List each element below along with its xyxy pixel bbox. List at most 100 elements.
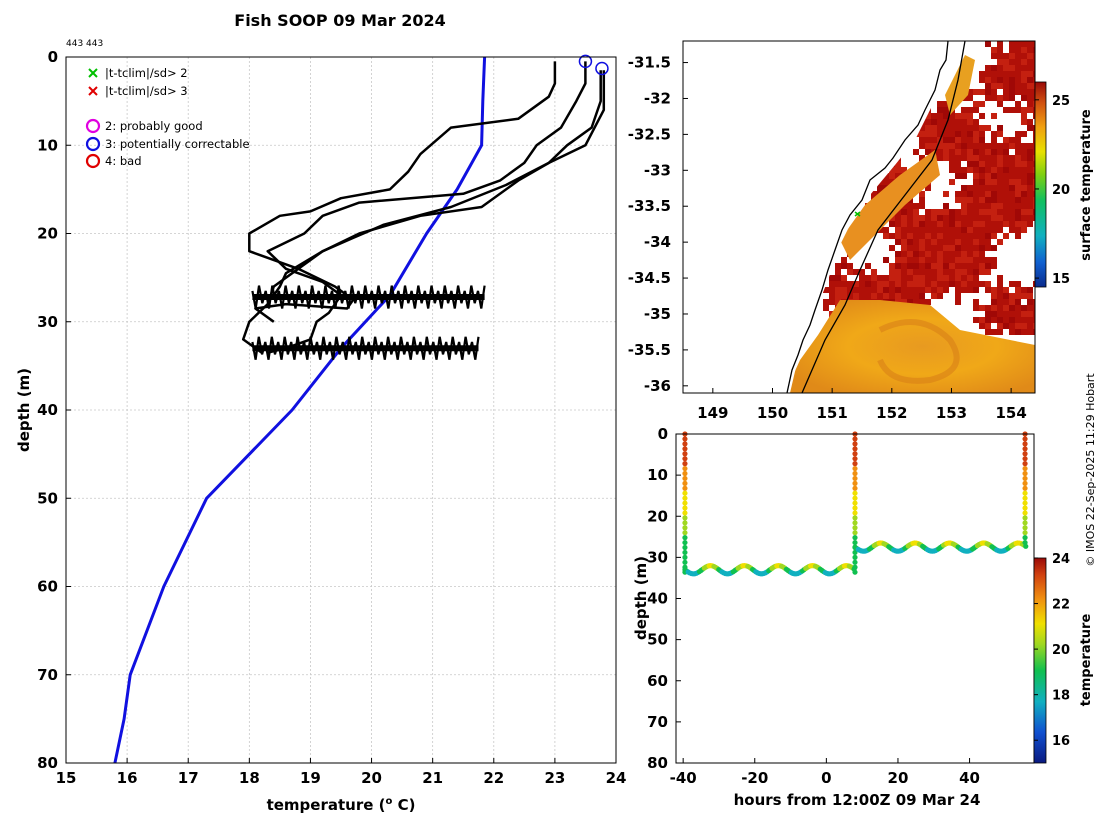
sst-cell — [997, 53, 1003, 59]
sst-cell — [1015, 311, 1021, 317]
sst-cell — [901, 257, 907, 263]
sst-cell — [997, 47, 1003, 53]
sst-cell — [997, 185, 1003, 191]
sst-cell — [1015, 41, 1021, 47]
profile-dot — [852, 456, 858, 462]
sst-cell — [907, 275, 913, 281]
sst-cell — [991, 299, 997, 305]
sst-cell — [949, 113, 955, 119]
sst-cell — [973, 203, 979, 209]
sst-cell — [961, 185, 967, 191]
sst-cell — [985, 221, 991, 227]
sst-cell — [847, 263, 853, 269]
sst-cell — [913, 149, 919, 155]
sst-cell — [1027, 197, 1033, 203]
sst-cell — [991, 221, 997, 227]
profile-ytick-label: 10 — [37, 136, 58, 154]
sst-cell — [997, 293, 1003, 299]
sst-cell — [931, 125, 937, 131]
profile-dot — [852, 554, 858, 560]
sst-cell — [985, 41, 991, 47]
sst-cell — [1021, 209, 1027, 215]
sst-cell — [1009, 215, 1015, 221]
sst-cell — [985, 89, 991, 95]
profile-dot — [1022, 530, 1028, 536]
sst-cell — [967, 143, 973, 149]
sst-cell — [907, 293, 913, 299]
sst-cell — [1015, 329, 1021, 335]
sst-cell — [955, 143, 961, 149]
sst-cell — [1021, 221, 1027, 227]
legend-label: 2: probably good — [105, 119, 203, 133]
sst-cell — [859, 269, 865, 275]
sst-cell — [979, 149, 985, 155]
sst-cell — [937, 287, 943, 293]
sst-cell — [1015, 281, 1021, 287]
sst-cell — [847, 293, 853, 299]
sst-cell — [865, 263, 871, 269]
sst-cell — [985, 329, 991, 335]
sst-cell — [997, 77, 1003, 83]
sst-cell — [943, 101, 949, 107]
sst-cell — [853, 281, 859, 287]
sst-cell — [973, 299, 979, 305]
sst-cell — [919, 257, 925, 263]
time-depth-xtick-label: -40 — [670, 769, 697, 787]
sst-cell — [967, 131, 973, 137]
sst-cell — [973, 107, 979, 113]
sst-cell — [1003, 107, 1009, 113]
sst-cell — [985, 185, 991, 191]
sst-cell — [949, 167, 955, 173]
sst-cell — [967, 167, 973, 173]
sst-cell — [1009, 71, 1015, 77]
sst-cell — [997, 155, 1003, 161]
sst-cell — [985, 65, 991, 71]
sst-cell — [961, 221, 967, 227]
profile-dot — [852, 539, 858, 546]
profile-line-profile-4 — [272, 70, 606, 297]
sst-cell — [829, 281, 835, 287]
sst-cell — [1033, 323, 1035, 329]
sst-cell — [979, 323, 985, 329]
sst-cell — [991, 197, 997, 203]
sst-cell — [1021, 107, 1027, 113]
sst-cell — [1033, 65, 1035, 71]
profile-dot — [852, 461, 858, 467]
sst-cell — [883, 233, 889, 239]
sst-cell — [1003, 197, 1009, 203]
temperature-colorbar-tick: 16 — [1052, 734, 1070, 749]
sst-cell — [871, 269, 877, 275]
sst-cell — [1033, 149, 1035, 155]
sst-cell — [1021, 329, 1027, 335]
sst-cell — [961, 203, 967, 209]
sst-cell — [967, 137, 973, 143]
sst-cell — [1009, 179, 1015, 185]
sst-cell — [925, 137, 931, 143]
sst-cell — [1033, 191, 1035, 197]
sst-cell — [937, 119, 943, 125]
sst-cell — [889, 221, 895, 227]
time-depth-ylabel: depth (m) — [632, 556, 650, 640]
sst-coastal-band — [840, 150, 940, 260]
sst-cell — [961, 275, 967, 281]
sst-cell — [1021, 227, 1027, 233]
sst-cell — [997, 287, 1003, 293]
sst-cell — [961, 233, 967, 239]
sst-cell — [1003, 179, 1009, 185]
sst-cell — [997, 275, 1003, 281]
sst-cell — [979, 233, 985, 239]
sst-cell — [931, 239, 937, 245]
time-depth-xtick-label: 0 — [821, 769, 831, 787]
sst-cell — [943, 281, 949, 287]
profile-dot — [852, 564, 858, 570]
profile-dot — [682, 441, 688, 447]
sst-cell — [955, 293, 961, 299]
sst-cell — [1033, 299, 1035, 305]
sst-cell — [973, 155, 979, 161]
sst-cell — [1015, 323, 1021, 329]
sst-cell — [925, 227, 931, 233]
sst-cell — [913, 275, 919, 281]
sst-cell — [1027, 305, 1033, 311]
sst-cell — [991, 167, 997, 173]
sst-cell — [889, 263, 895, 269]
